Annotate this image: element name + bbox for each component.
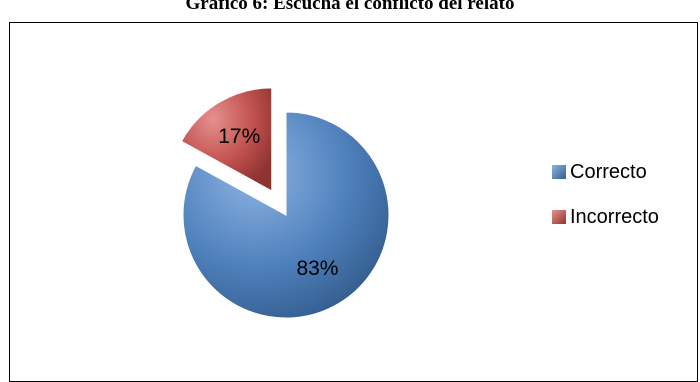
legend-item-correcto: Correcto bbox=[552, 158, 659, 186]
legend-label-incorrecto: Incorrecto bbox=[570, 205, 659, 228]
pie-chart: 83% 17% bbox=[180, 87, 390, 319]
legend-swatch-incorrecto bbox=[552, 210, 566, 224]
legend-item-incorrecto: Incorrecto bbox=[552, 203, 659, 231]
chart-title: Gráfico 6: Escucha el conflicto del rela… bbox=[185, 0, 515, 14]
legend: Correcto Incorrecto bbox=[552, 158, 659, 248]
legend-label-correcto: Correcto bbox=[570, 160, 647, 183]
pie-slice-incorrecto bbox=[180, 87, 273, 192]
pie-slice-correcto bbox=[182, 111, 390, 319]
slice-label-correcto: 83% bbox=[296, 257, 338, 280]
legend-swatch-correcto bbox=[552, 165, 566, 179]
slice-label-incorrecto: 17% bbox=[218, 125, 260, 148]
